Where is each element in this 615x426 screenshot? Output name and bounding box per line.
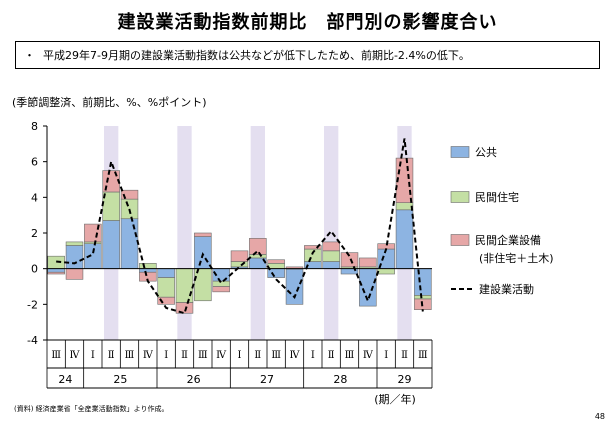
bar-private <box>249 238 267 255</box>
x-tick-label: Ⅲ <box>51 350 61 361</box>
bar-housing <box>304 248 322 262</box>
bar-public <box>359 268 377 307</box>
bar-public <box>120 218 139 269</box>
bar-housing <box>414 295 432 300</box>
bar-private <box>157 296 175 305</box>
bar-housing <box>249 254 267 259</box>
bar-public <box>267 268 285 278</box>
legend-swatch-housing <box>450 191 470 203</box>
x-tick-label: Ⅱ <box>401 350 408 361</box>
bar-public <box>102 220 120 269</box>
bar-private <box>304 245 322 250</box>
legend-label-private: 民間企業設備 <box>475 233 541 247</box>
y-tick-label: 8 <box>31 120 38 133</box>
bar-private <box>395 157 414 203</box>
bar-housing <box>157 277 175 298</box>
legend-swatch-private <box>450 234 470 246</box>
x-tick-label: Ⅳ <box>216 350 227 361</box>
summary-text: 平成29年7-9月期の建設業活動指数は公共などが低下したため、前期比-2.4%の… <box>43 49 470 62</box>
x-tick-label: Ⅱ <box>328 350 335 361</box>
bar-housing <box>194 268 212 302</box>
x-tick-label: Ⅰ <box>311 350 315 361</box>
x-tick-label: Ⅳ <box>363 350 374 361</box>
year-label: 29 <box>398 373 412 386</box>
source-note: (資料) 経済産業省「全産業活動指数」より作成。 <box>14 405 169 413</box>
x-tick-label: Ⅳ <box>143 350 154 361</box>
bar-housing <box>377 268 395 275</box>
x-tick-label: Ⅱ <box>181 350 188 361</box>
year-label: 24 <box>58 373 72 386</box>
x-tick-label: Ⅲ <box>125 350 135 361</box>
bar-private <box>340 252 359 268</box>
legend-label-housing: 民間住宅 <box>475 190 519 204</box>
bar-private <box>65 268 84 280</box>
shade-band <box>250 126 265 340</box>
x-tick-label: Ⅲ <box>345 350 355 361</box>
y-tick-label: 4 <box>31 191 38 204</box>
bar-public <box>395 209 414 269</box>
bar-housing <box>139 263 157 269</box>
y-tick-label: -2 <box>27 298 38 311</box>
bar-public <box>157 268 175 278</box>
bar-private <box>175 302 194 314</box>
legend-label-line: 建設業活動 <box>479 282 534 296</box>
legend-sublabel-private: (非住宅＋土木) <box>479 251 554 265</box>
bar-public <box>47 268 65 273</box>
y-tick-label: 0 <box>31 263 38 276</box>
bar-public <box>414 268 432 296</box>
year-label: 26 <box>187 373 201 386</box>
x-tick-label: Ⅳ <box>290 350 301 361</box>
x-tick-label: Ⅰ <box>238 350 242 361</box>
x-tick-label: Ⅰ <box>164 350 168 361</box>
legend-swatch-public <box>450 146 470 158</box>
bar-private <box>120 189 139 200</box>
x-tick-label: Ⅲ <box>198 350 208 361</box>
x-tick-label: Ⅰ <box>91 350 95 361</box>
bullet: ・ <box>24 49 35 62</box>
bar-private <box>230 250 249 262</box>
bar-public <box>139 268 157 273</box>
bar-public <box>285 268 304 305</box>
year-label: 27 <box>260 373 274 386</box>
x-tick-label: Ⅰ <box>384 350 388 361</box>
page-title: 建設業活動指数前期比 部門別の影響度合い <box>117 12 498 33</box>
x-tick-label: Ⅲ <box>271 350 281 361</box>
x-tick-label: Ⅱ <box>254 350 261 361</box>
bar-private <box>212 286 230 293</box>
bar-private <box>47 271 65 275</box>
bar-housing <box>267 263 285 269</box>
bar-private <box>267 259 285 264</box>
bar-public <box>322 261 340 269</box>
year-label: 28 <box>333 373 347 386</box>
x-tick-label: Ⅱ <box>108 350 115 361</box>
bar-housing <box>175 268 194 303</box>
bar-private <box>322 241 340 252</box>
y-tick-label: -4 <box>27 334 38 347</box>
y-tick-label: 2 <box>31 227 38 240</box>
unit-note: (季節調整済、前期比、%、%ポイント) <box>12 96 207 109</box>
bar-public <box>65 245 84 269</box>
year-label: 25 <box>113 373 127 386</box>
page-number: 48 <box>594 412 605 421</box>
shade-band <box>324 126 339 340</box>
bar-housing <box>395 202 414 211</box>
bar-housing <box>322 250 340 262</box>
x-tick-label: Ⅲ <box>418 350 428 361</box>
bar-housing <box>230 261 249 268</box>
x-tick-label: Ⅳ <box>70 350 81 361</box>
bar-private <box>359 257 377 268</box>
axis-suffix-label: (期／年) <box>374 392 416 406</box>
summary-box: ・ 平成29年7-9月期の建設業活動指数は公共などが低下したため、前期比-2.4… <box>15 41 600 69</box>
bar-private <box>194 232 212 237</box>
legend-label-public: 公共 <box>475 146 497 159</box>
bar-housing <box>65 241 84 246</box>
y-tick-label: 6 <box>31 156 38 169</box>
